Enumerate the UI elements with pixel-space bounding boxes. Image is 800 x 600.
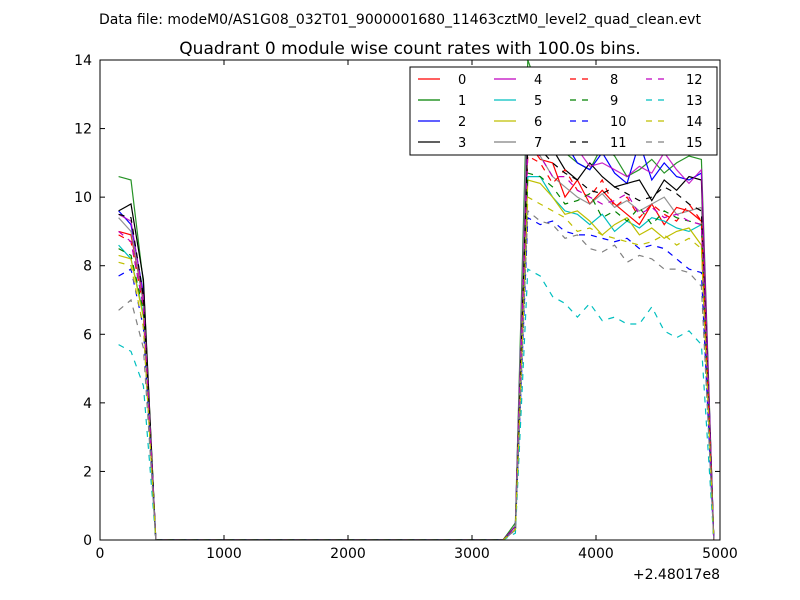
series-line-1 xyxy=(118,60,715,540)
legend-label-7: 7 xyxy=(534,136,542,151)
legend-label-9: 9 xyxy=(610,94,618,109)
series-line-15 xyxy=(118,209,715,540)
series-line-6 xyxy=(118,179,715,540)
figure-suptitle: Data file: modeM0/AS1G08_032T01_90000016… xyxy=(99,12,701,28)
legend-label-13: 13 xyxy=(686,94,703,109)
x-tick-label: 5000 xyxy=(702,546,738,562)
legend-label-11: 11 xyxy=(610,136,627,151)
legend-label-5: 5 xyxy=(534,94,542,109)
axes-frame xyxy=(99,59,721,541)
series-line-7 xyxy=(118,90,715,540)
x-tick-label: 1000 xyxy=(206,546,242,562)
legend-box xyxy=(409,66,718,156)
y-tick-label: 12 xyxy=(74,122,92,138)
legend-label-10: 10 xyxy=(610,115,627,130)
series-lines xyxy=(118,60,715,540)
legend-label-14: 14 xyxy=(686,115,703,130)
x-tick-label: 0 xyxy=(96,546,105,562)
legend-label-8: 8 xyxy=(610,73,618,88)
legend-label-12: 12 xyxy=(686,73,703,88)
series-line-2 xyxy=(118,94,715,540)
x-tick-label: 2000 xyxy=(330,546,366,562)
legend-label-4: 4 xyxy=(534,73,542,88)
chart-title: Quadrant 0 module wise count rates with … xyxy=(179,39,640,59)
legend-label-6: 6 xyxy=(534,115,542,130)
series-line-3 xyxy=(118,134,715,540)
legend-label-3: 3 xyxy=(458,136,466,151)
series-line-9 xyxy=(118,172,715,540)
series-line-8 xyxy=(118,154,715,540)
x-tick-label: 4000 xyxy=(578,546,614,562)
y-tick-label: 2 xyxy=(83,464,92,480)
y-tick-label: 6 xyxy=(83,327,92,343)
legend-label-0: 0 xyxy=(458,73,466,88)
legend-label-1: 1 xyxy=(458,94,466,109)
x-offset-label: +2.48017e8 xyxy=(633,567,720,583)
series-line-4 xyxy=(118,92,715,540)
series-line-0 xyxy=(118,140,715,540)
series-line-12 xyxy=(118,148,715,540)
legend-label-15: 15 xyxy=(686,136,703,151)
y-tick-label: 14 xyxy=(74,53,92,69)
series-line-13 xyxy=(118,268,715,540)
legend-label-2: 2 xyxy=(458,115,466,130)
x-tick-label: 3000 xyxy=(454,546,490,562)
y-tick-label: 4 xyxy=(83,396,92,412)
y-tick-label: 10 xyxy=(74,190,92,206)
series-line-10 xyxy=(118,216,715,540)
y-tick-label: 8 xyxy=(83,259,92,275)
y-tick-label: 0 xyxy=(83,533,92,549)
series-line-14 xyxy=(118,196,715,540)
series-line-5 xyxy=(118,176,715,540)
series-line-11 xyxy=(118,144,715,540)
